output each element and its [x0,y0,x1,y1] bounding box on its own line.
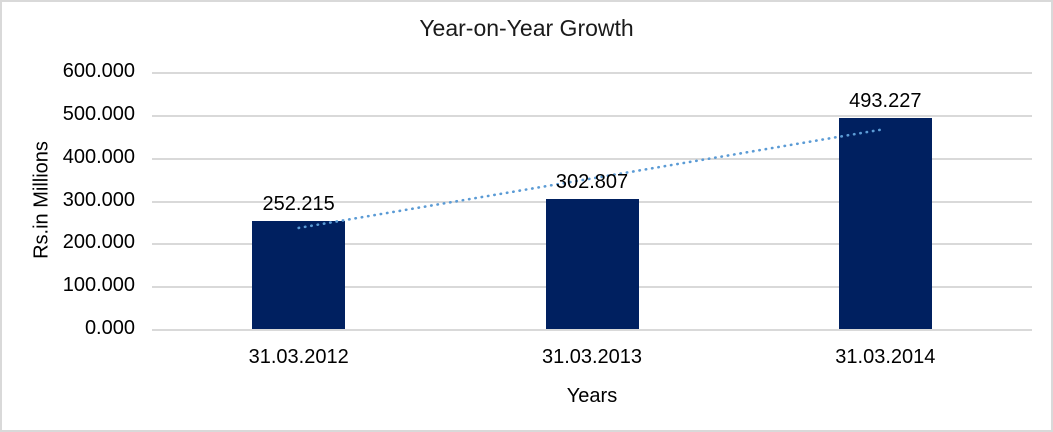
bar-31.03.2014 [838,117,932,329]
y-tick-label: 600.000 [62,60,135,83]
y-tick-label: 100.000 [62,274,135,297]
y-tick-label: 0.000 [84,317,135,340]
bar-31.03.2012 [252,220,346,329]
x-tick-label: 31.03.2013 [541,346,643,368]
x-axis-title: Years [566,385,618,407]
data-label: 493.227 [849,89,922,112]
y-axis-tick-labels: 600.000 500.000 400.000 300.000 200.000 100.0… [2,60,135,339]
plot-area: 252.215 302.807 493.227 [152,72,1032,331]
y-tick-label: 400.000 [62,145,135,168]
y-tick-label: 500.000 [62,102,135,125]
y-tick-label: 300.000 [62,188,135,211]
bar-31.03.2013 [545,199,639,329]
x-tick-label: 31.03.2014 [835,346,936,368]
data-label: 252.215 [262,192,335,215]
gridline [152,72,1032,74]
gridline [152,329,1032,331]
x-tick-label: 31.03.2012 [248,346,349,368]
y-tick-label: 200.000 [62,231,135,254]
gridline [152,157,1032,160]
data-label: 302.807 [555,171,629,194]
chart-title: Year-on-Year Growth [419,15,634,41]
gridline [152,114,1032,117]
